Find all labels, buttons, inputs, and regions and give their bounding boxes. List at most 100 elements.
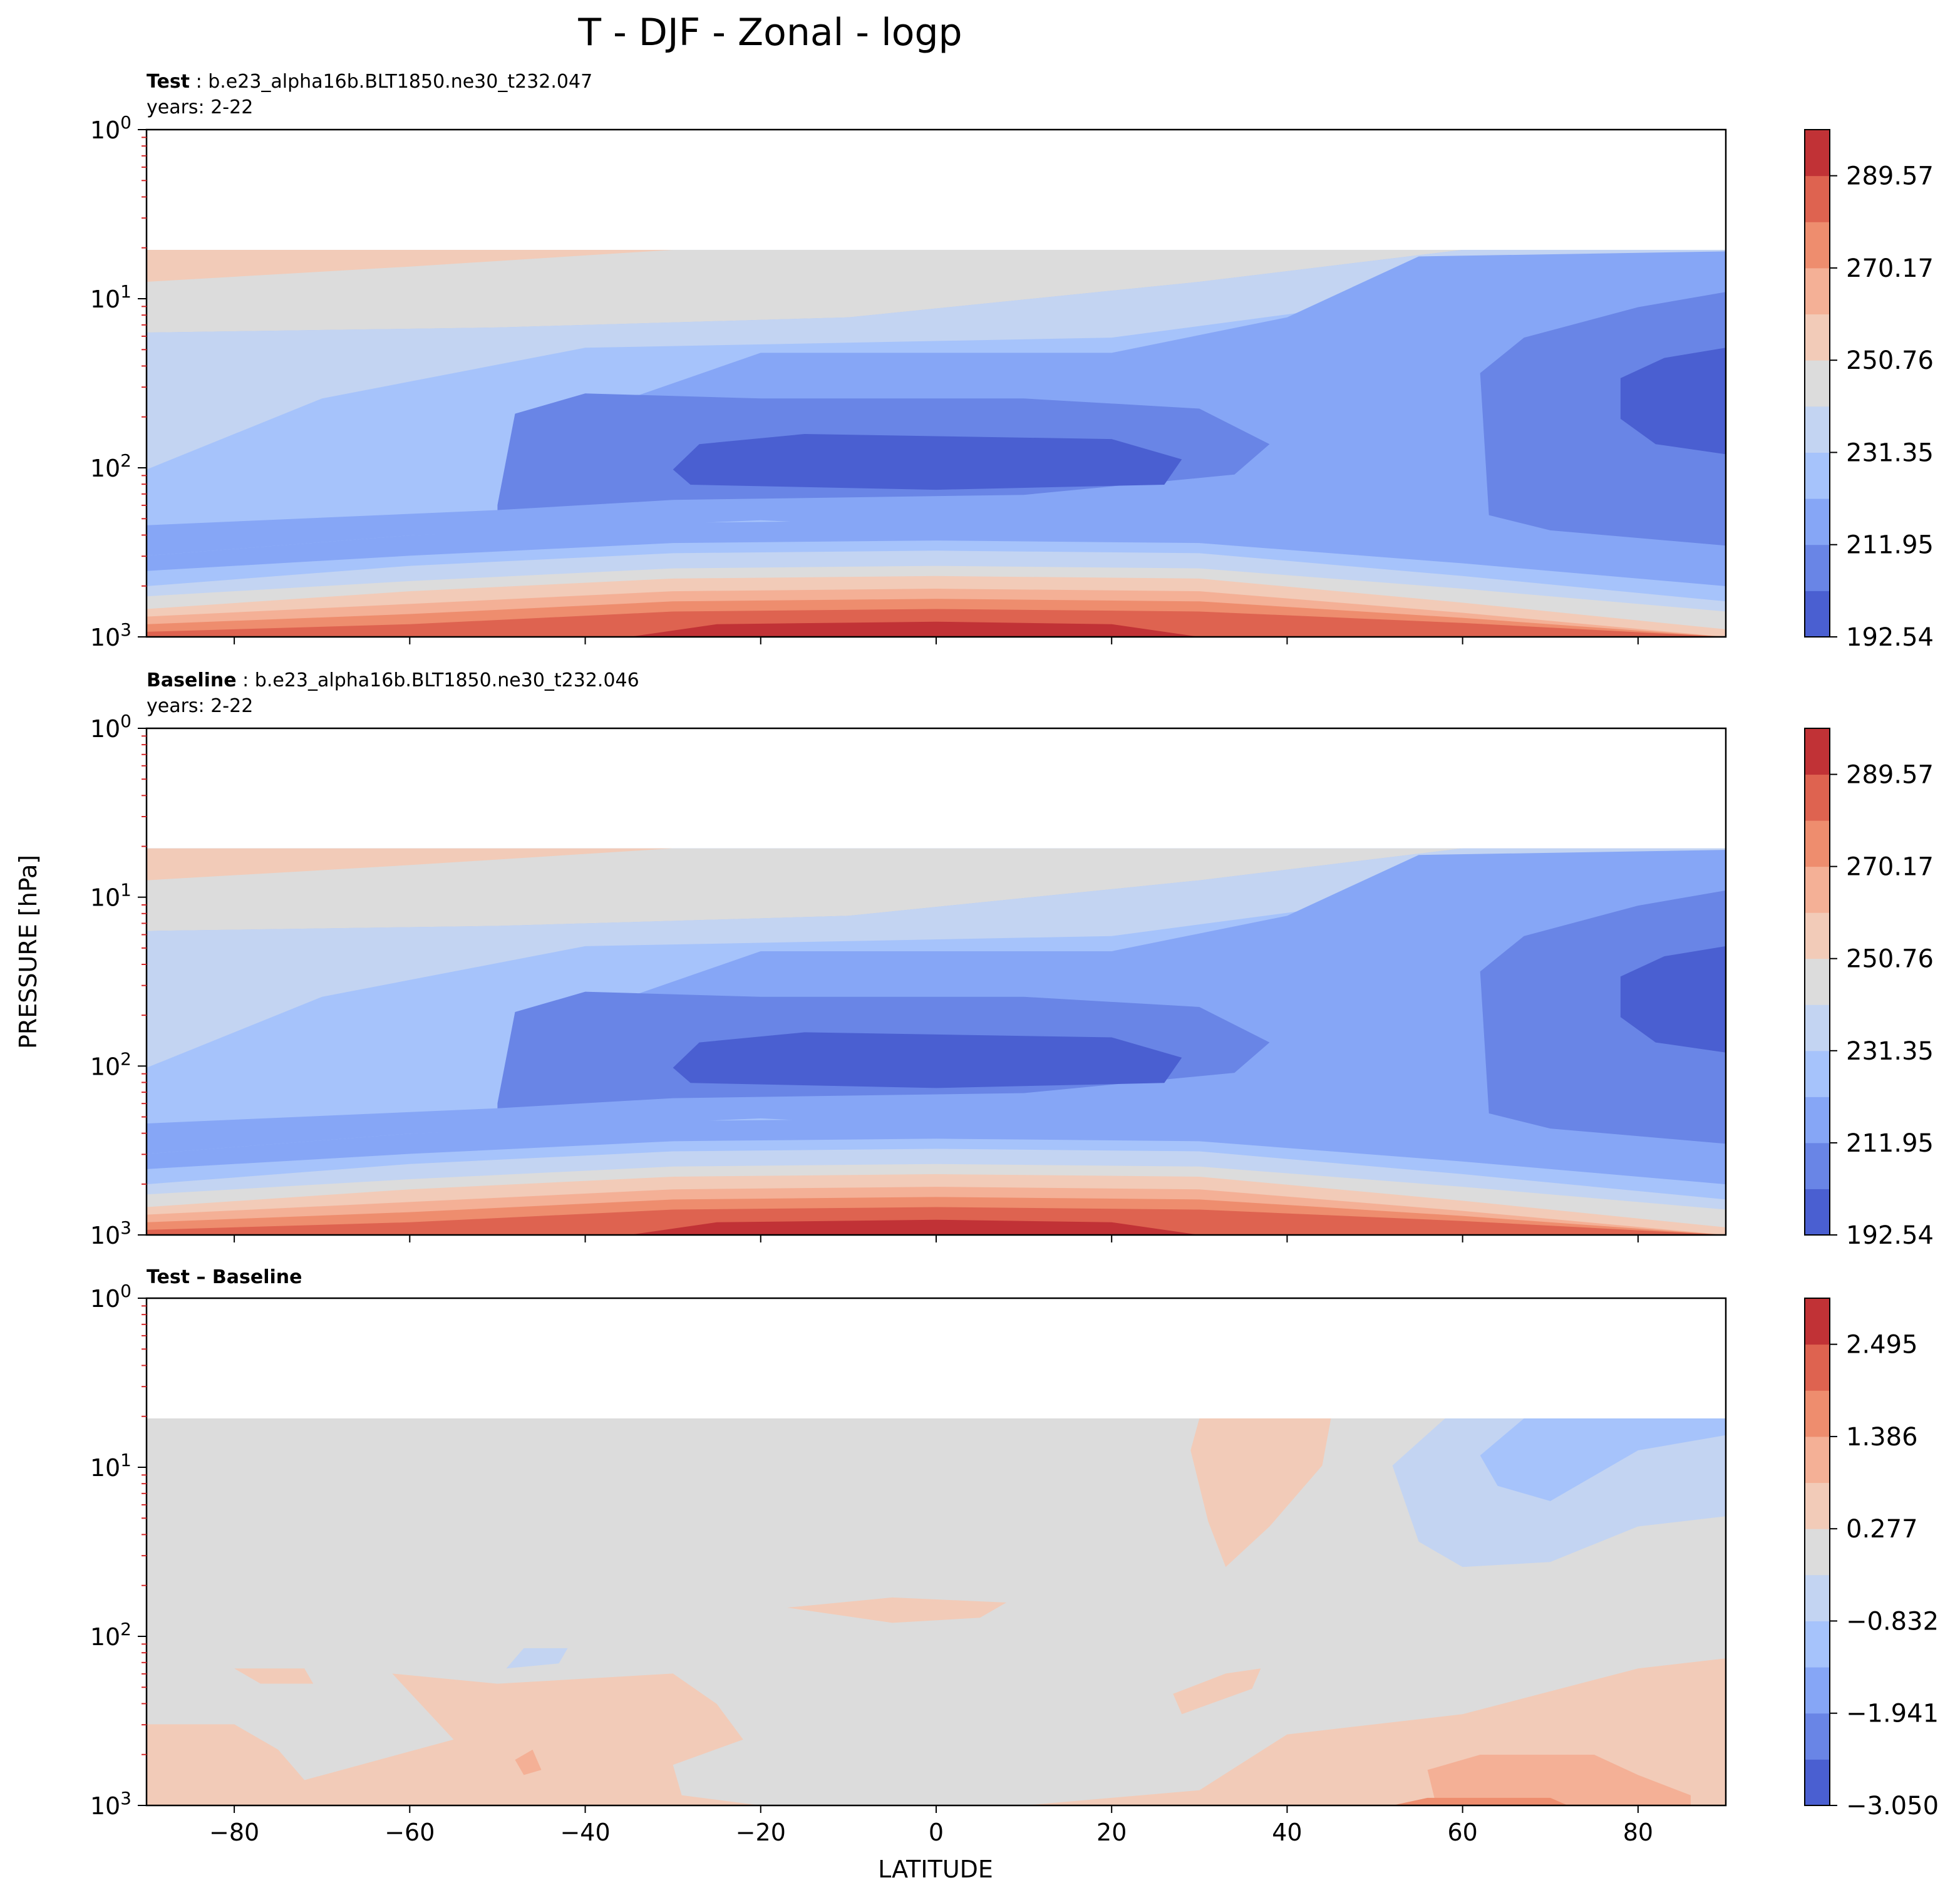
colorbar-tick-label: 289.57	[1846, 761, 1934, 790]
y-tick-label: 102	[90, 1619, 132, 1651]
panel-diff: Test – Baseline 103 102 101 100 −80 −60 −40 −20 0…	[90, 1266, 1939, 1846]
colorbar-swatch	[1805, 1621, 1830, 1668]
contour-level	[147, 1673, 761, 1805]
panel-subtitle: years: 2-22	[147, 96, 253, 118]
colorbar-tick-label: 250.76	[1846, 346, 1934, 375]
colorbar-swatch	[1805, 1667, 1830, 1714]
colorbar-swatch	[1805, 912, 1830, 959]
figure-title: T - DJF - Zonal - logp	[577, 11, 962, 54]
y-tick-label: 101	[90, 1450, 132, 1482]
colorbar-swatch	[1805, 958, 1830, 1005]
colorbar-tick-label: 270.17	[1846, 853, 1934, 882]
contour-level	[673, 1032, 1182, 1088]
contour-field	[147, 249, 1726, 637]
colorbar-swatch	[1805, 820, 1830, 867]
colorbar-tick-label: 231.35	[1846, 1037, 1934, 1066]
colorbar-tick-label: −3.050	[1846, 1792, 1939, 1820]
colorbar-swatch	[1805, 360, 1830, 407]
colorbar-swatch	[1805, 498, 1830, 545]
y-tick-label: 100	[90, 1281, 132, 1313]
colorbar-tick-label: −0.832	[1846, 1607, 1939, 1636]
colorbar: 192.54 211.95 231.35 250.76 270.17 289.57	[1804, 129, 1934, 652]
x-tick-label: 40	[1272, 1819, 1302, 1846]
colorbar-swatch	[1805, 1390, 1830, 1437]
contour-level	[1620, 348, 1726, 455]
colorbar-swatch	[1805, 1529, 1830, 1576]
panel-title-rest: : b.e23_alpha16b.BLT1850.ne30_t232.046	[237, 669, 639, 691]
colorbar-swatch	[1805, 1436, 1830, 1484]
contour-level	[673, 434, 1182, 490]
contour-level	[1427, 1755, 1691, 1805]
x-tick-label: −40	[560, 1819, 610, 1846]
contour-level	[629, 621, 1200, 637]
colorbar-tick-label: 250.76	[1846, 945, 1934, 974]
x-tick-label: −20	[736, 1819, 786, 1846]
contour-level	[147, 249, 673, 282]
x-tick-label: 20	[1096, 1819, 1127, 1846]
contour-field	[147, 848, 1726, 1235]
x-axis-label: LATITUDE	[878, 1856, 993, 1883]
contour-level	[506, 1648, 568, 1669]
x-tick-label: −80	[209, 1819, 259, 1846]
y-tick-label: 100	[90, 711, 132, 743]
colorbar-tick-label: 211.95	[1846, 1129, 1934, 1158]
panel-title-rest: : b.e23_alpha16b.BLT1850.ne30_t232.047	[190, 71, 592, 93]
colorbar-swatch	[1805, 1482, 1830, 1529]
contour-level	[1480, 1418, 1726, 1501]
colorbar-tick-label: 0.277	[1846, 1515, 1918, 1544]
colorbar-swatch	[1805, 591, 1830, 638]
colorbar-swatch	[1805, 1050, 1830, 1097]
panel-title-bold: Test – Baseline	[147, 1266, 302, 1288]
contour-field	[147, 1418, 1726, 1805]
contour-level	[1190, 1418, 1331, 1567]
panel-subtitle: years: 2-22	[147, 695, 253, 717]
panel-title-bold: Baseline	[147, 669, 237, 691]
colorbar-swatch	[1805, 1189, 1830, 1236]
colorbar-tick-label: 2.495	[1846, 1331, 1918, 1360]
colorbar-tick-label: 1.386	[1846, 1423, 1918, 1452]
y-tick-label: 103	[90, 1217, 132, 1249]
colorbar-tick-label: 192.54	[1846, 623, 1934, 652]
colorbar-swatch	[1805, 406, 1830, 453]
contour-level	[1480, 890, 1726, 1144]
panel-title: Test – Baseline	[147, 1266, 302, 1288]
colorbar-swatch	[1805, 1298, 1830, 1345]
panel-title-bold: Test	[147, 71, 190, 93]
colorbar: −3.050 −1.941 −0.832 0.277 1.386 2.495	[1804, 1298, 1939, 1820]
colorbar-swatch	[1805, 222, 1830, 269]
colorbar-swatch	[1805, 1142, 1830, 1189]
colorbar-swatch	[1805, 1574, 1830, 1621]
colorbar-swatch	[1805, 175, 1830, 222]
contour-level	[147, 848, 673, 880]
x-tick-label: 80	[1623, 1819, 1653, 1846]
x-tick-label: 60	[1447, 1819, 1477, 1846]
colorbar-swatch	[1805, 1004, 1830, 1051]
colorbar-swatch	[1805, 130, 1830, 177]
contour-level	[515, 1749, 542, 1775]
colorbar-tick-label: 270.17	[1846, 254, 1934, 283]
colorbar-swatch	[1805, 1344, 1830, 1391]
y-tick-label: 103	[90, 1788, 132, 1820]
panel-test: Test : b.e23_alpha16b.BLT1850.ne30_t232.…	[90, 71, 1934, 652]
contour-level	[1392, 1797, 1568, 1805]
colorbar-swatch	[1805, 728, 1830, 775]
colorbar-tick-label: 289.57	[1846, 162, 1934, 191]
colorbar-swatch	[1805, 1097, 1830, 1144]
contour-level	[629, 1219, 1200, 1235]
panel-title: Baseline : b.e23_alpha16b.BLT1850.ne30_t…	[147, 669, 639, 691]
contour-level	[234, 1668, 314, 1684]
contour-level	[787, 1597, 1007, 1623]
colorbar-tick-label: −1.941	[1846, 1700, 1939, 1728]
x-tick-label: −60	[384, 1819, 435, 1846]
colorbar-swatch	[1805, 452, 1830, 499]
y-tick-label: 103	[90, 619, 132, 651]
colorbar-swatch	[1805, 1713, 1830, 1760]
contour-level	[1480, 292, 1726, 546]
contour-level	[147, 249, 1463, 333]
panel-title: Test : b.e23_alpha16b.BLT1850.ne30_t232.…	[147, 71, 592, 93]
y-tick-label: 100	[90, 112, 132, 144]
colorbar-tick-label: 211.95	[1846, 531, 1934, 560]
y-tick-label: 102	[90, 450, 132, 482]
colorbar-swatch	[1805, 866, 1830, 913]
